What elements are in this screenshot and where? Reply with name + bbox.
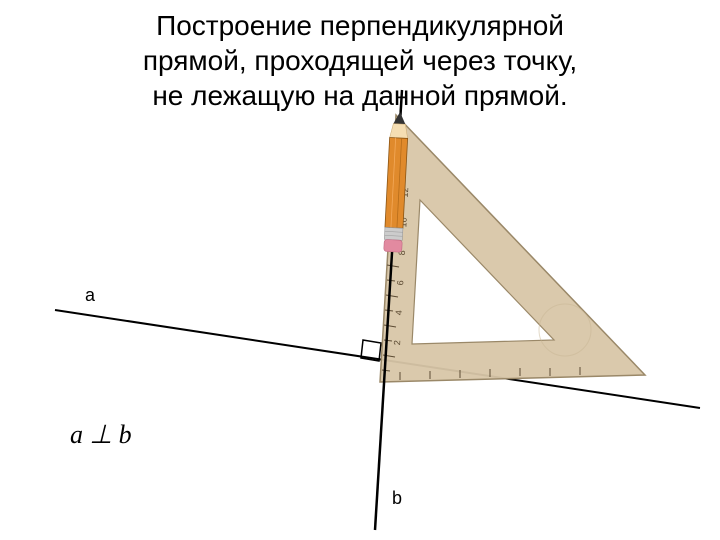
label-a: a xyxy=(85,285,95,306)
svg-text:6: 6 xyxy=(395,280,405,286)
label-b: b xyxy=(392,488,402,509)
svg-text:4: 4 xyxy=(394,310,404,316)
diagram-canvas: 2 4 6 8 10 12 xyxy=(0,0,720,540)
perpendicular-formula: a ⊥ b xyxy=(70,420,132,450)
svg-text:2: 2 xyxy=(392,340,402,346)
triangle-ruler-icon: 2 4 6 8 10 12 xyxy=(380,115,645,382)
